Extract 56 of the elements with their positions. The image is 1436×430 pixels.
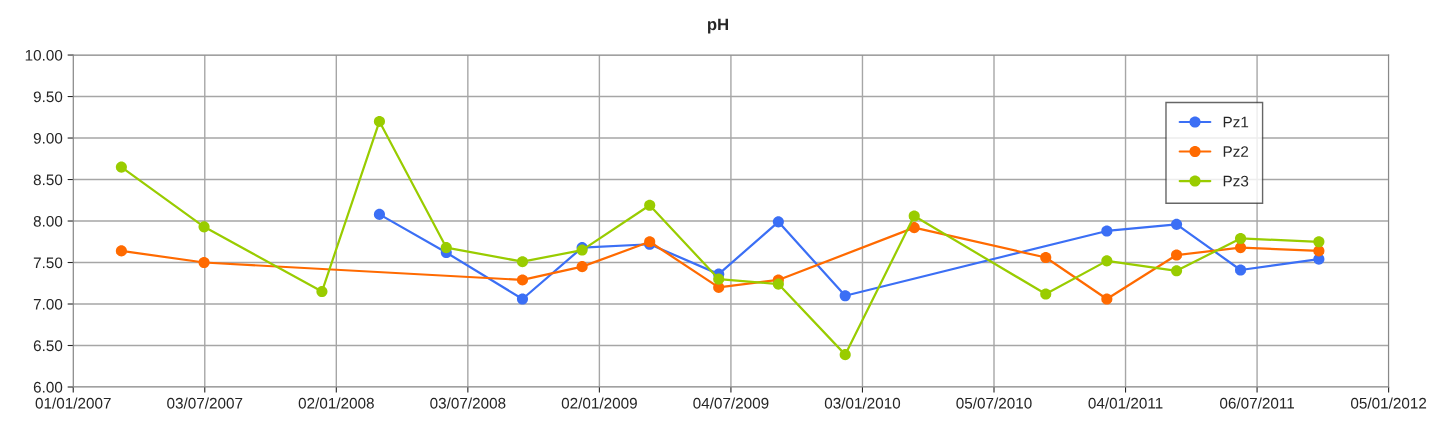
point — [1313, 236, 1325, 248]
y-tick-label: 9.50 — [33, 91, 63, 103]
point — [1171, 265, 1183, 277]
point — [1234, 264, 1247, 276]
point — [316, 286, 328, 298]
legend-label: Pz3 — [1223, 175, 1249, 187]
point — [839, 290, 851, 302]
x-tick-label: 05/07/2010 — [956, 397, 1032, 409]
point — [516, 274, 529, 286]
point — [772, 216, 784, 228]
point — [198, 221, 210, 233]
legend-label: Pz2 — [1223, 146, 1249, 157]
y-tick-label: 6.50 — [33, 340, 63, 352]
point — [1040, 251, 1052, 264]
point — [1101, 293, 1113, 305]
legend-label: Pz1 — [1223, 116, 1249, 128]
point — [1101, 225, 1113, 237]
point — [440, 242, 452, 254]
point — [516, 256, 529, 268]
point — [115, 161, 127, 173]
point — [1040, 288, 1052, 300]
point — [1234, 242, 1247, 254]
point — [373, 208, 385, 220]
chart-title: pH — [707, 18, 728, 34]
x-tick-label: 04/07/2009 — [693, 397, 769, 409]
point — [373, 115, 385, 127]
y-tick-label: 7.50 — [33, 257, 63, 269]
point — [115, 245, 127, 257]
x-tick-label: 05/01/2012 — [1350, 397, 1427, 409]
point — [713, 273, 725, 285]
y-tick-label: 9.00 — [33, 132, 63, 144]
point — [644, 199, 656, 211]
point — [198, 256, 210, 269]
x-tick-label: 01/01/2007 — [35, 397, 111, 409]
point — [908, 210, 920, 222]
point — [772, 278, 784, 290]
x-tick-label: 04/01/2011 — [1088, 397, 1163, 409]
x-tick-label: 03/07/2008 — [430, 397, 506, 409]
y-tick-label: 6.00 — [33, 381, 63, 393]
y-tick-label: 7.00 — [33, 298, 63, 310]
point — [1171, 218, 1183, 230]
point — [1101, 255, 1113, 267]
point — [576, 261, 588, 273]
y-tick-label: 8.50 — [33, 174, 63, 186]
x-tick-label: 03/01/2010 — [824, 397, 901, 409]
x-tick-label: 06/07/2011 — [1220, 397, 1294, 409]
point — [839, 349, 851, 361]
point — [908, 222, 920, 234]
x-tick-label: 02/01/2008 — [298, 397, 374, 409]
x-tick-label: 02/01/2009 — [561, 397, 637, 409]
point — [1171, 249, 1183, 261]
y-tick-label: 10.00 — [25, 49, 63, 61]
point — [516, 293, 529, 305]
x-tick-label: 03/07/2007 — [167, 397, 243, 409]
y-tick-label: 8.00 — [33, 215, 63, 227]
point — [1234, 232, 1247, 244]
